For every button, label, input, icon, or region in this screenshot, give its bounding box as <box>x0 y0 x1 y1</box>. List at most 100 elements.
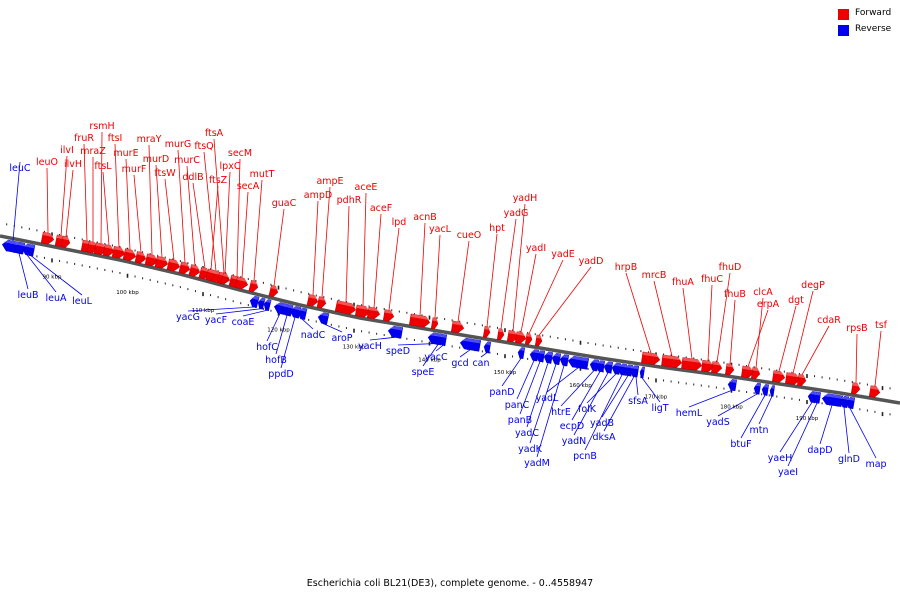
leader-ddlB <box>192 182 206 269</box>
gene-label-fruR: fruR <box>74 133 94 144</box>
gene-label-cueO: cueO <box>457 230 482 241</box>
leader-mtn <box>758 396 773 425</box>
gene-label-yadS: yadS <box>706 417 730 428</box>
leader-coaE <box>242 309 268 317</box>
genome-caption: Escherichia coli BL21(DE3), complete gen… <box>306 578 594 589</box>
leader-speD <box>397 343 434 346</box>
gene-label-sfsA: sfsA <box>628 396 648 407</box>
leader-can <box>480 352 488 358</box>
leader-ampD <box>312 200 319 296</box>
gene-arrow-lpxC <box>220 272 229 285</box>
leader-yadK <box>529 364 557 444</box>
gene-label-ftsA: ftsA <box>205 128 224 139</box>
gene-label-lpd: lpd <box>392 217 407 228</box>
gene-label-btuF: btuF <box>730 439 751 450</box>
gene-arrow-yadD <box>534 334 543 347</box>
gene-label-yadI: yadI <box>526 243 546 254</box>
gene-label-ligT: ligT <box>651 403 668 414</box>
gene-label-yaeI: yaeI <box>778 467 798 478</box>
gene-label-glnD: glnD <box>838 454 860 465</box>
leader-cueO <box>457 240 470 322</box>
gene-arrow-yadB <box>623 364 633 377</box>
gene-label-ilvH: ilvH <box>64 159 82 170</box>
leader-ftsI <box>114 143 120 248</box>
leader-lpxC <box>224 171 231 274</box>
gene-arrow-btuF <box>761 384 770 396</box>
gene-label-gcd: gcd <box>451 358 468 369</box>
gene-label-ecpD: ecpD <box>560 421 584 432</box>
leader-lpd <box>388 227 400 311</box>
gene-label-hofB: hofB <box>265 355 287 366</box>
leader-yacC <box>435 345 444 352</box>
gene-label-speD: speD <box>386 346 410 357</box>
leader-hofB <box>275 315 288 355</box>
gene-label-dksA: dksA <box>593 432 616 443</box>
gene-arrow-htrE <box>589 359 600 372</box>
leader-ligT <box>641 377 661 403</box>
gene-arrow-gcd <box>459 337 481 352</box>
leader-dgt <box>778 305 797 372</box>
gene-arrow-ppdD <box>289 306 302 319</box>
tick-label: 190 kbp <box>796 416 819 422</box>
gene-arrow-clcA <box>751 367 761 380</box>
leader-rsmH <box>100 131 103 244</box>
gene-arrow-ftsI <box>111 245 126 259</box>
leader-yadE <box>528 259 564 334</box>
gene-arrow-mtn <box>769 385 776 397</box>
gene-arrow-panD <box>517 347 526 359</box>
gene-label-ftsZ: ftsZ <box>209 175 228 186</box>
gene-arrow-murE <box>122 248 137 262</box>
gene-label-panB: panB <box>508 415 532 426</box>
gene-arrow-yacC <box>439 334 448 346</box>
gene-arrow-erpA <box>741 365 755 378</box>
gene-arrow-yadG <box>496 328 505 341</box>
gene-label-yadD: yadD <box>579 256 604 267</box>
leader-murC <box>186 165 196 266</box>
gene-arrow-aceE <box>354 304 371 318</box>
leader-aceE <box>362 192 367 307</box>
gene-label-fhuB: fhuB <box>724 289 746 300</box>
gene-label-leuO: leuO <box>36 157 58 168</box>
gene-arrow-yacL <box>430 317 439 330</box>
gene-label-coaE: coaE <box>232 317 255 328</box>
leader-tsf <box>874 330 882 387</box>
gene-arrow-yaeI <box>813 391 822 404</box>
gene-arrow-aroP <box>317 312 330 325</box>
gene-arrow-yadE <box>524 333 533 345</box>
gene-label-ftsW: ftsW <box>154 168 176 179</box>
leader-secA <box>241 191 249 279</box>
gene-arrow-map <box>845 396 856 409</box>
gene-arrow-fhuC <box>701 359 715 373</box>
gene-label-rsmH: rsmH <box>89 121 114 132</box>
gene-arrow-ftsZ <box>205 268 216 281</box>
leader-yacG <box>187 306 255 312</box>
gene-arrow-hrpB <box>641 351 661 365</box>
gene-label-yadE: yadE <box>551 249 574 260</box>
leader-yadS <box>717 393 758 417</box>
gene-arrow-yacG <box>249 295 260 309</box>
gene-arrow-murF <box>134 251 147 264</box>
leader-ftsA <box>213 138 225 274</box>
leader-folK <box>586 373 617 404</box>
gene-arrow-panB <box>535 350 546 363</box>
gene-arrow-fhuD <box>711 361 723 374</box>
gene-arrow-cdaR <box>797 374 807 387</box>
gene-label-yacL: yacL <box>429 224 452 235</box>
leader-mutT <box>253 179 263 282</box>
gene-label-aceF: aceF <box>370 203 392 214</box>
tick-label: 100 kbp <box>116 290 139 296</box>
gene-label-mutT: mutT <box>250 169 275 180</box>
gene-arrow-pdhR <box>334 300 357 315</box>
gene-arrow-yadC <box>543 351 554 364</box>
gene-arrow-leuB <box>13 242 26 255</box>
leader-htrE <box>560 370 595 407</box>
leader-ilvI <box>60 155 68 236</box>
gene-arrow-dapD <box>821 393 843 407</box>
gene-label-aceE: aceE <box>355 182 378 193</box>
leader-ftsQ <box>203 151 217 272</box>
gene-label-tsf: tsf <box>875 320 888 331</box>
gene-arrow-murG <box>178 261 191 274</box>
gene-arrow-yadK <box>551 352 562 365</box>
leader-yacF <box>215 308 262 315</box>
